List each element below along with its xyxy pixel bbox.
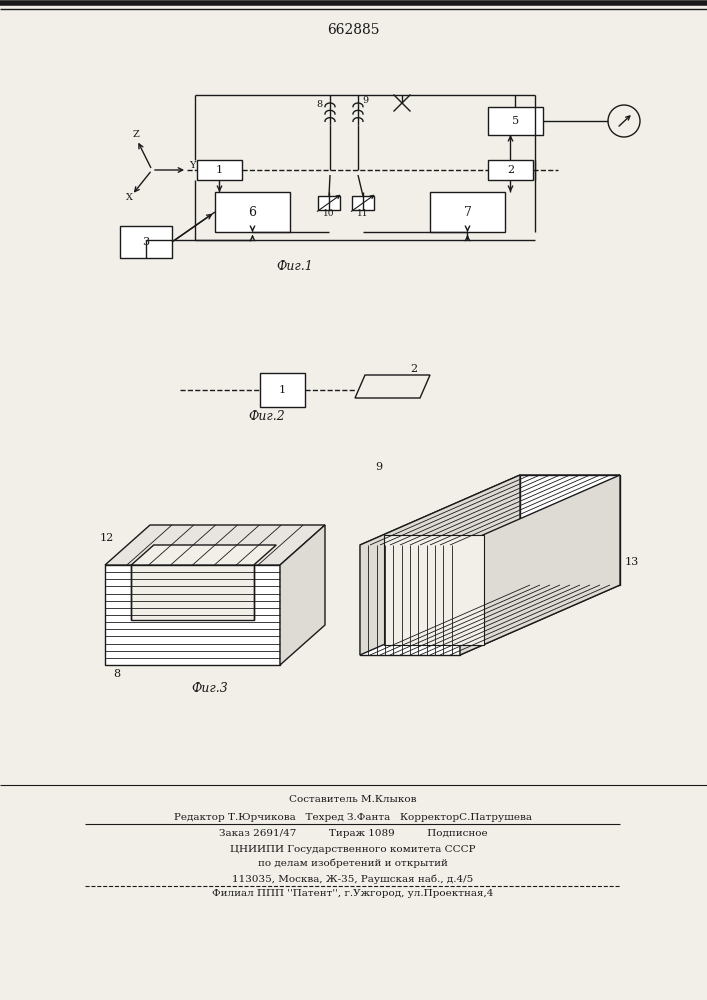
Bar <box>488 107 543 135</box>
Polygon shape <box>105 565 280 665</box>
Bar <box>215 192 290 232</box>
Text: Фиг.3: Фиг.3 <box>192 682 228 695</box>
Bar <box>260 373 305 407</box>
Polygon shape <box>360 545 460 655</box>
Text: Фиг.1: Фиг.1 <box>276 260 313 273</box>
Bar <box>197 160 242 180</box>
Text: 12: 12 <box>100 533 115 543</box>
Text: Y: Y <box>189 161 196 170</box>
Polygon shape <box>520 475 620 585</box>
Text: Фиг.2: Фиг.2 <box>249 410 286 423</box>
Text: 2: 2 <box>410 364 417 374</box>
Polygon shape <box>105 525 325 565</box>
Text: 2: 2 <box>507 165 514 175</box>
Text: X: X <box>126 193 133 202</box>
Text: 9: 9 <box>362 96 368 105</box>
Text: 662885: 662885 <box>327 23 379 37</box>
Polygon shape <box>360 475 520 655</box>
Bar <box>488 160 533 180</box>
Text: 1: 1 <box>279 385 286 395</box>
Text: Редактор Т.Юрчикова   Техред З.Фанта   КорректорС.Патрушева: Редактор Т.Юрчикова Техред З.Фанта Корре… <box>174 812 532 822</box>
Text: 5: 5 <box>512 116 519 126</box>
Text: 113035, Москва, Ж-35, Раушская наб., д.4/5: 113035, Москва, Ж-35, Раушская наб., д.4… <box>233 874 474 884</box>
Text: Заказ 2691/47          Тираж 1089          Подписное: Заказ 2691/47 Тираж 1089 Подписное <box>218 830 487 838</box>
Text: 3: 3 <box>142 237 150 247</box>
Text: 11: 11 <box>357 209 369 218</box>
Polygon shape <box>384 534 484 645</box>
Bar <box>352 196 374 210</box>
Text: 10: 10 <box>323 209 334 218</box>
Text: 6: 6 <box>248 206 257 219</box>
Text: 13: 13 <box>625 557 639 567</box>
Text: 7: 7 <box>464 206 472 219</box>
Polygon shape <box>132 565 254 620</box>
Text: по делам изобретений и открытий: по делам изобретений и открытий <box>258 858 448 868</box>
Polygon shape <box>460 475 620 655</box>
Polygon shape <box>280 525 325 665</box>
Bar <box>318 196 340 210</box>
Text: Z: Z <box>133 130 140 139</box>
Polygon shape <box>360 585 620 655</box>
Polygon shape <box>132 545 276 565</box>
Polygon shape <box>360 475 620 545</box>
Text: 8: 8 <box>316 100 322 109</box>
Text: 8: 8 <box>113 669 120 679</box>
Text: ЦНИИПИ Государственного комитета СССР: ЦНИИПИ Государственного комитета СССР <box>230 846 476 854</box>
Text: 1: 1 <box>216 165 223 175</box>
Bar <box>430 192 505 232</box>
Text: Филиал ППП ''Патент'', г.Ужгород, ул.Проектная,4: Филиал ППП ''Патент'', г.Ужгород, ул.Про… <box>212 890 493 898</box>
Bar <box>120 226 172 258</box>
Text: 9: 9 <box>375 462 382 472</box>
Text: Составитель М.Клыков: Составитель М.Клыков <box>289 796 416 804</box>
